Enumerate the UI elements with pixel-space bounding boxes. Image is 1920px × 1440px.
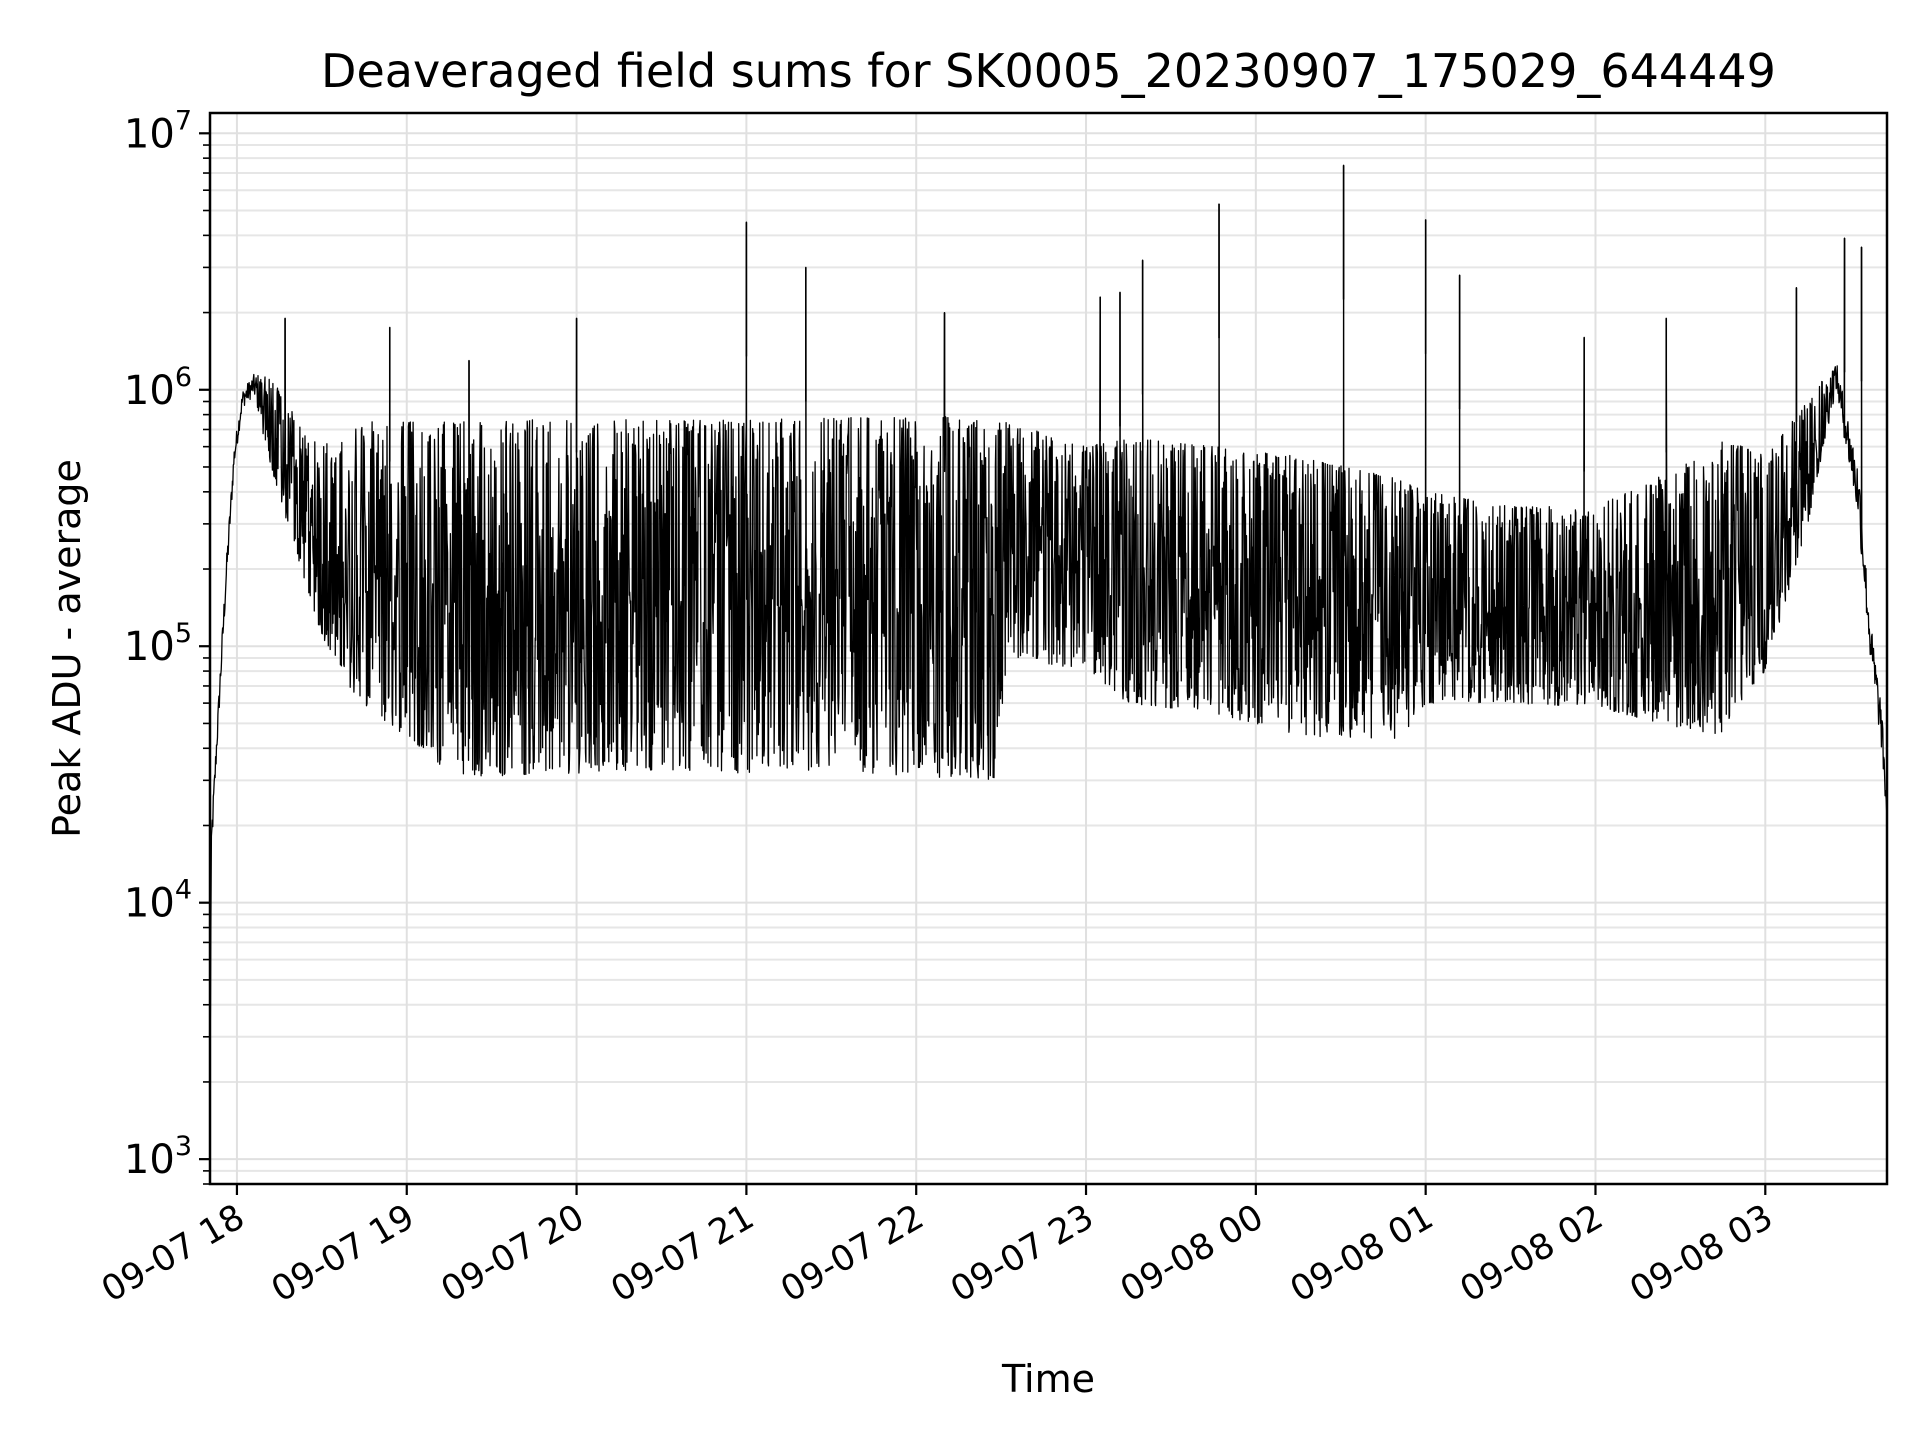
series-line	[209, 164, 1888, 1066]
y-tick-label: 106	[124, 362, 192, 414]
x-tick-label: 09-07 21	[605, 1197, 761, 1310]
x-axis-label: Time	[1001, 1357, 1095, 1401]
y-tick-label: 107	[124, 105, 192, 157]
x-tick-label: 09-07 20	[435, 1197, 591, 1310]
y-axis: 103 104 105 106 107	[124, 105, 210, 1185]
y-tick-label: 104	[124, 875, 192, 927]
x-tick-label: 09-08 02	[1454, 1197, 1610, 1310]
x-tick-label: 09-07 23	[944, 1197, 1100, 1310]
x-tick-label: 09-07 18	[95, 1197, 251, 1310]
x-tick-label: 09-08 03	[1624, 1197, 1780, 1310]
series-line-group	[209, 164, 1888, 1066]
grid	[210, 113, 1887, 1185]
x-tick-label: 09-07 22	[774, 1197, 930, 1310]
x-tick-label: 09-08 00	[1114, 1197, 1270, 1310]
chart-title: Deaveraged field sums for SK0005_2023090…	[321, 44, 1776, 98]
y-tick-label: 103	[124, 1131, 192, 1183]
plot-frame	[208, 111, 1889, 1186]
x-axis: 09-07 18 09-07 19 09-07 20 09-07 21 09-07 22…	[95, 1184, 1780, 1310]
y-tick-label: 105	[124, 618, 192, 670]
y-axis-label: Peak ADU - average	[45, 459, 89, 838]
x-tick-label: 09-07 19	[265, 1197, 421, 1310]
x-tick-label: 09-08 01	[1284, 1197, 1440, 1310]
